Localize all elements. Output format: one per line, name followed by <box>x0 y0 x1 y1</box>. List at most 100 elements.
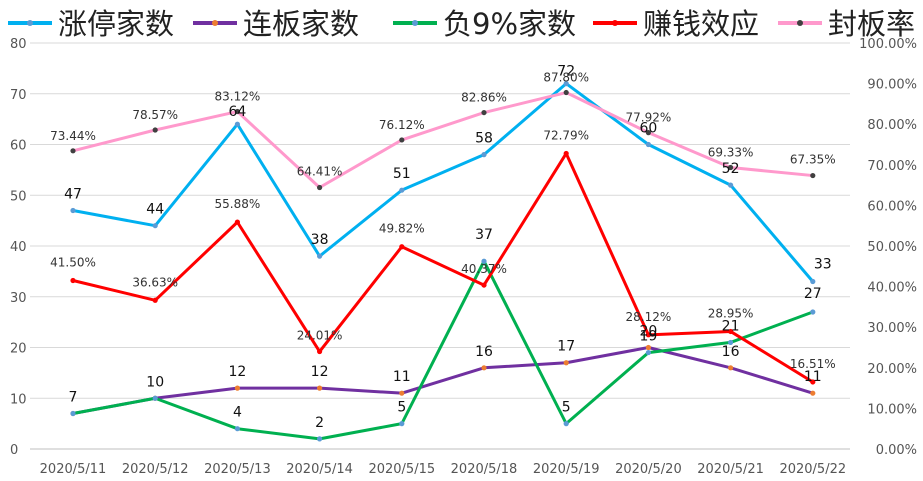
right-tick-label: 80.00% <box>867 118 917 133</box>
x-tick-label: 2020/5/21 <box>697 462 764 477</box>
right-tick-label: 90.00% <box>867 78 917 93</box>
data-point <box>728 365 734 371</box>
data-label: 77.92% <box>626 111 672 125</box>
legend-marker <box>612 20 618 26</box>
legend: 涨停家数 连板家数 负9%家数 赚钱效应 封板率 <box>8 7 915 41</box>
data-point <box>399 390 405 396</box>
x-tick-label: 2020/5/22 <box>779 462 846 477</box>
legend-label: 连板家数 <box>243 7 359 41</box>
data-point <box>317 348 323 355</box>
data-point <box>70 148 76 154</box>
data-label: 87.80% <box>543 71 589 85</box>
data-point <box>810 278 816 285</box>
data-point <box>481 109 487 116</box>
left-tick-label: 60 <box>10 139 27 154</box>
legend-marker <box>412 20 418 26</box>
left-tick-label: 10 <box>10 392 27 407</box>
data-label: 12 <box>311 364 329 380</box>
data-point <box>234 108 240 115</box>
series-line <box>72 82 814 283</box>
data-point <box>481 152 487 158</box>
data-label: 73.44% <box>50 129 96 143</box>
data-label: 38 <box>311 232 329 248</box>
right-tick-label: 60.00% <box>867 199 917 214</box>
legend-label: 封板率 <box>828 7 915 41</box>
data-point <box>810 390 816 396</box>
data-point <box>563 150 569 157</box>
data-label: 60 <box>639 121 657 137</box>
data-label: 33 <box>814 257 832 273</box>
data-label: 17 <box>557 339 575 355</box>
right-axis: 0.00% 10.00% 20.00% 30.00% 40.00% 50.00% 60.00… <box>859 37 917 458</box>
data-point <box>399 421 405 427</box>
left-axis: 0 10 20 30 40 50 60 70 80 <box>10 37 27 458</box>
data-label: 28.12% <box>626 310 672 324</box>
data-label: 78.57% <box>132 108 178 122</box>
left-tick-label: 80 <box>10 37 27 52</box>
data-label: 49.82% <box>379 222 425 236</box>
data-point <box>152 127 158 133</box>
data-point <box>728 164 734 171</box>
x-tick-label: 2020/5/12 <box>122 462 189 477</box>
legend-marker <box>27 20 33 26</box>
data-label: 2 <box>315 415 324 431</box>
x-tick-label: 2020/5/14 <box>286 462 353 477</box>
right-tick-label: 0.00% <box>876 443 917 458</box>
legend-label: 涨停家数 <box>58 7 174 41</box>
data-label: 44 <box>146 202 164 218</box>
data-label: 41.50% <box>50 256 96 270</box>
data-point <box>234 121 240 127</box>
legend-marker <box>797 20 803 26</box>
x-axis: 2020/5/11 2020/5/12 2020/5/13 2020/5/14 2020… <box>40 462 846 477</box>
data-point <box>728 339 734 346</box>
data-point <box>317 436 323 442</box>
data-point <box>563 421 569 427</box>
left-tick-label: 20 <box>10 342 27 357</box>
data-label: 37 <box>475 227 493 243</box>
data-label: 76.12% <box>379 118 425 132</box>
data-point <box>645 141 652 148</box>
x-tick-label: 2020/5/18 <box>451 462 518 477</box>
series-line <box>72 151 814 384</box>
x-tick-label: 2020/5/11 <box>40 462 107 477</box>
data-label: 11 <box>393 369 411 385</box>
legend-label: 负9%家数 <box>443 7 576 41</box>
data-label: 12 <box>228 364 246 380</box>
data-label: 16 <box>475 344 493 360</box>
data-label: 40.37% <box>461 262 507 276</box>
right-tick-label: 50.00% <box>867 240 917 255</box>
right-tick-label: 10.00% <box>867 402 917 417</box>
series-line <box>72 346 814 415</box>
data-label: 24.01% <box>297 329 343 343</box>
data-point <box>728 328 734 335</box>
right-tick-label: 20.00% <box>867 362 917 377</box>
data-point <box>810 172 816 179</box>
series-line <box>72 91 813 189</box>
data-label: 16 <box>722 344 740 360</box>
data-point <box>70 207 76 214</box>
plot-area <box>70 81 816 442</box>
data-point <box>399 244 405 250</box>
data-point <box>399 137 405 143</box>
right-tick-label: 100.00% <box>859 37 917 52</box>
data-label: 67.35% <box>790 153 836 167</box>
data-point <box>563 360 569 366</box>
data-label: 28.95% <box>708 306 754 320</box>
data-point <box>645 349 652 356</box>
data-label: 55.88% <box>215 197 261 211</box>
data-label: 11 <box>804 369 822 385</box>
data-point <box>317 385 323 391</box>
data-label: 69.33% <box>708 146 754 160</box>
data-label: 27 <box>804 286 822 302</box>
data-point <box>481 282 487 288</box>
left-tick-label: 70 <box>10 88 27 103</box>
series-line <box>72 259 814 441</box>
left-tick-label: 0 <box>10 443 18 458</box>
data-point <box>645 130 652 136</box>
data-label: 51 <box>393 166 411 182</box>
data-label: 47 <box>64 186 82 202</box>
data-label: 72.79% <box>543 128 589 142</box>
data-point <box>70 277 76 284</box>
data-point <box>70 410 76 417</box>
